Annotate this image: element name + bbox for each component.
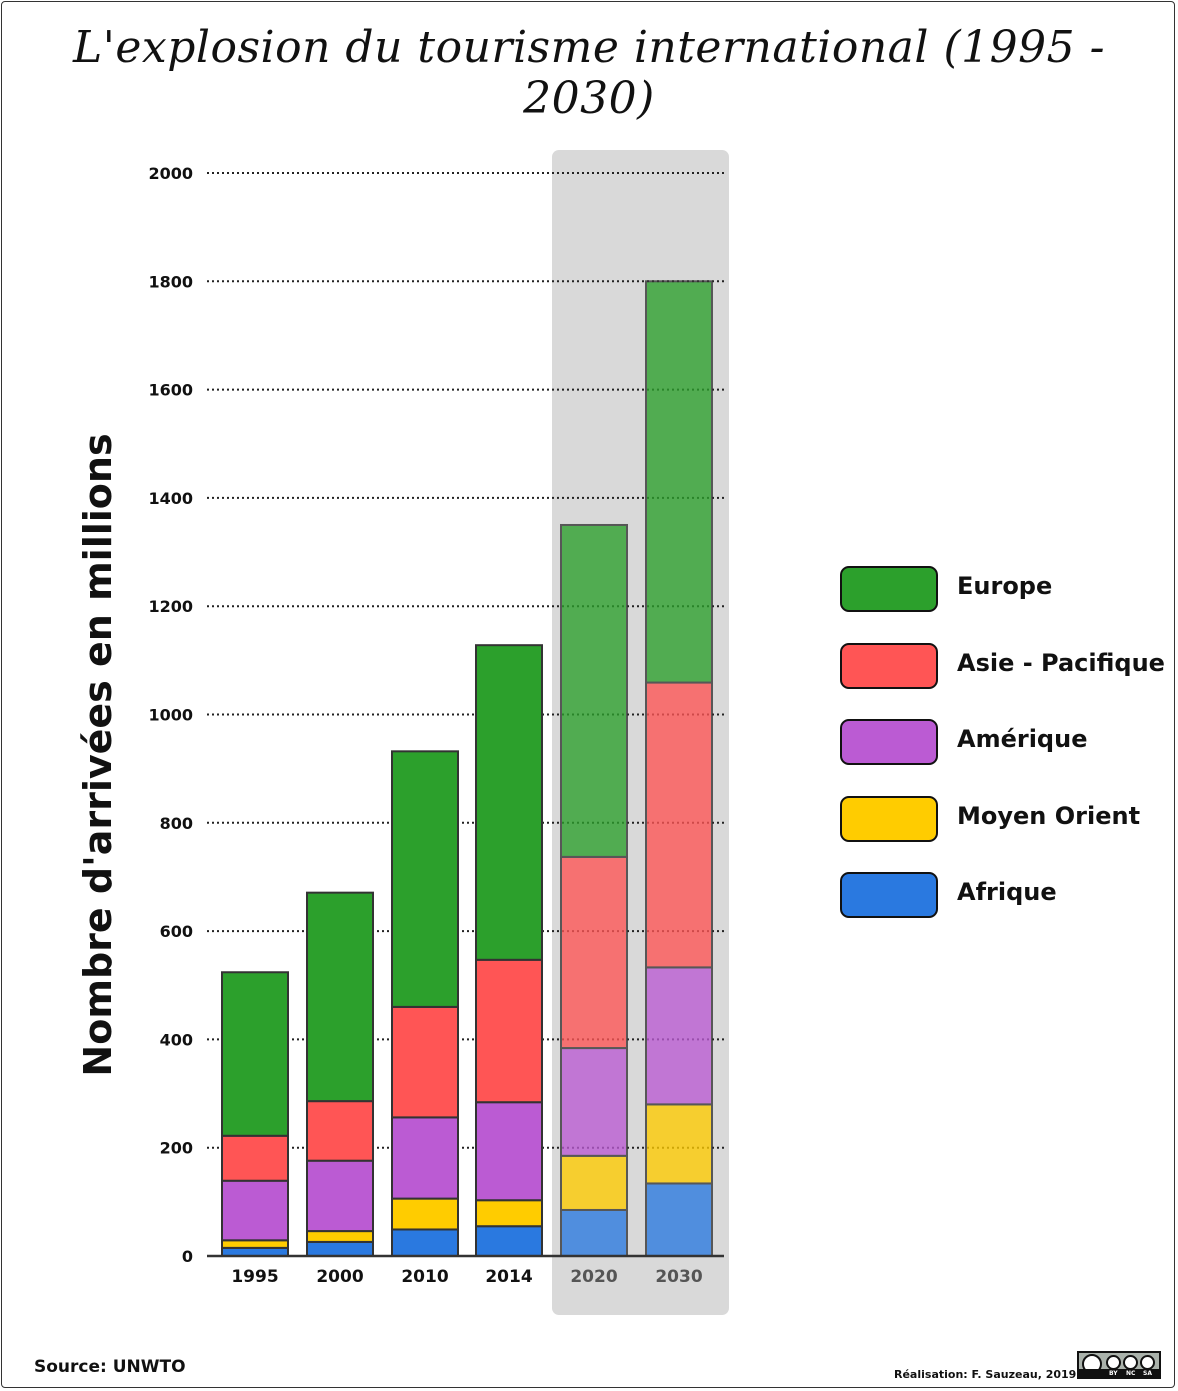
y-tick-800: 800 [160,814,193,833]
bar-segment-2014-moyen-orient [475,1199,543,1228]
credit-note: Réalisation: F. Sauzeau, 2019 [894,1368,1077,1381]
bar-segment-2030-asie-pacifique [645,681,713,969]
legend-label-afrique: Afrique [957,878,1057,906]
bar-segment-2030-afrique [645,1182,713,1257]
bar-segment-2030-moyen-orient [645,1103,713,1185]
bar-segment-2000-asie-pacifique [306,1100,374,1162]
bar-segment-2000-afrique [306,1240,374,1258]
x-tick-2010: 2010 [401,1267,448,1287]
bar-segment-2014-asie-pacifique [475,958,543,1104]
nc-noncommercial-icon [1123,1355,1138,1370]
bar-segment-2020-moyen-orient [560,1154,628,1211]
bar-segment-2020-afrique [560,1208,628,1258]
legend-label-asie-pacifique: Asie - Pacifique [957,649,1165,677]
legend-label-europe: Europe [957,572,1053,600]
bar-segment-2010-asie-pacifique [391,1005,459,1119]
y-tick-labels: 0 200 400 600 800 1000 1200 1400 1600 1800 2000 [148,164,193,1266]
legend-swatch-moyen-orient [840,796,938,842]
legend-label-amerique: Amérique [957,725,1088,753]
y-tick-0: 0 [182,1247,193,1266]
y-tick-1000: 1000 [148,706,193,725]
bar-2014 [475,644,543,1258]
chart-title: L'explosion du tourisme international (1… [73,22,1105,124]
legend-swatch-afrique [840,872,938,918]
bar-segment-2010-europe [391,750,459,1008]
bar-segment-2000-moyen-orient [306,1230,374,1243]
y-tick-1400: 1400 [148,489,193,508]
license-label-nc: NC [1126,1370,1136,1377]
bar-1995 [221,971,289,1257]
bar-segment-2000-europe [306,891,374,1103]
bar-segment-2020-asie-pacifique [560,855,628,1050]
bar-segment-1995-moyen-orient [221,1239,289,1249]
license-label-by: BY [1109,1370,1118,1377]
y-tick-2000: 2000 [148,164,193,183]
y-tick-200: 200 [160,1139,193,1158]
legend-swatch-asie-pacifique [840,643,938,689]
x-tick-2000: 2000 [316,1267,363,1287]
sa-sharealike-icon [1140,1355,1155,1370]
license-label-sa: SA [1143,1370,1152,1377]
legend-label-moyen-orient: Moyen Orient [957,802,1141,830]
license-label-bar [1079,1369,1159,1377]
bar-2020 [560,523,628,1258]
bar-segment-2010-afrique [391,1228,459,1258]
bar-segment-2010-moyen-orient [391,1197,459,1231]
legend-swatch-amerique [840,719,938,765]
bar-segment-1995-amerique [221,1179,289,1242]
bar-segment-1995-asie-pacifique [221,1134,289,1182]
cc-license-badge: BY NC SA [1077,1351,1161,1379]
by-attribution-icon [1106,1355,1121,1370]
bar-segment-2030-europe [645,280,713,684]
bar-segment-1995-europe [221,971,289,1137]
source-note: Source: UNWTO [34,1357,186,1377]
y-tick-600: 600 [160,922,193,941]
bar-2010 [391,750,459,1258]
x-tick-labels: 1995 2000 2010 2014 2020 2030 [231,1267,702,1287]
bar-segment-2020-amerique [560,1047,628,1157]
y-tick-400: 400 [160,1030,193,1049]
bar-segment-2014-europe [475,644,543,961]
bar-2030 [645,280,713,1257]
bar-segment-2020-europe [560,523,628,858]
y-tick-1200: 1200 [148,597,193,616]
bar-segment-2030-amerique [645,966,713,1106]
y-tick-1600: 1600 [148,381,193,400]
bars [221,280,713,1258]
bar-segment-2010-amerique [391,1116,459,1200]
legend-swatch-europe [840,566,938,612]
x-tick-2020: 2020 [570,1267,617,1287]
gridlines [207,172,724,1149]
bar-segment-2014-amerique [475,1101,543,1202]
x-tick-2014: 2014 [485,1267,532,1287]
bar-segment-2000-amerique [306,1159,374,1233]
bar-segment-2014-afrique [475,1225,543,1258]
bar-2000 [306,891,374,1258]
x-tick-2030: 2030 [655,1267,702,1287]
y-tick-1800: 1800 [148,272,193,291]
x-tick-1995: 1995 [231,1267,278,1287]
